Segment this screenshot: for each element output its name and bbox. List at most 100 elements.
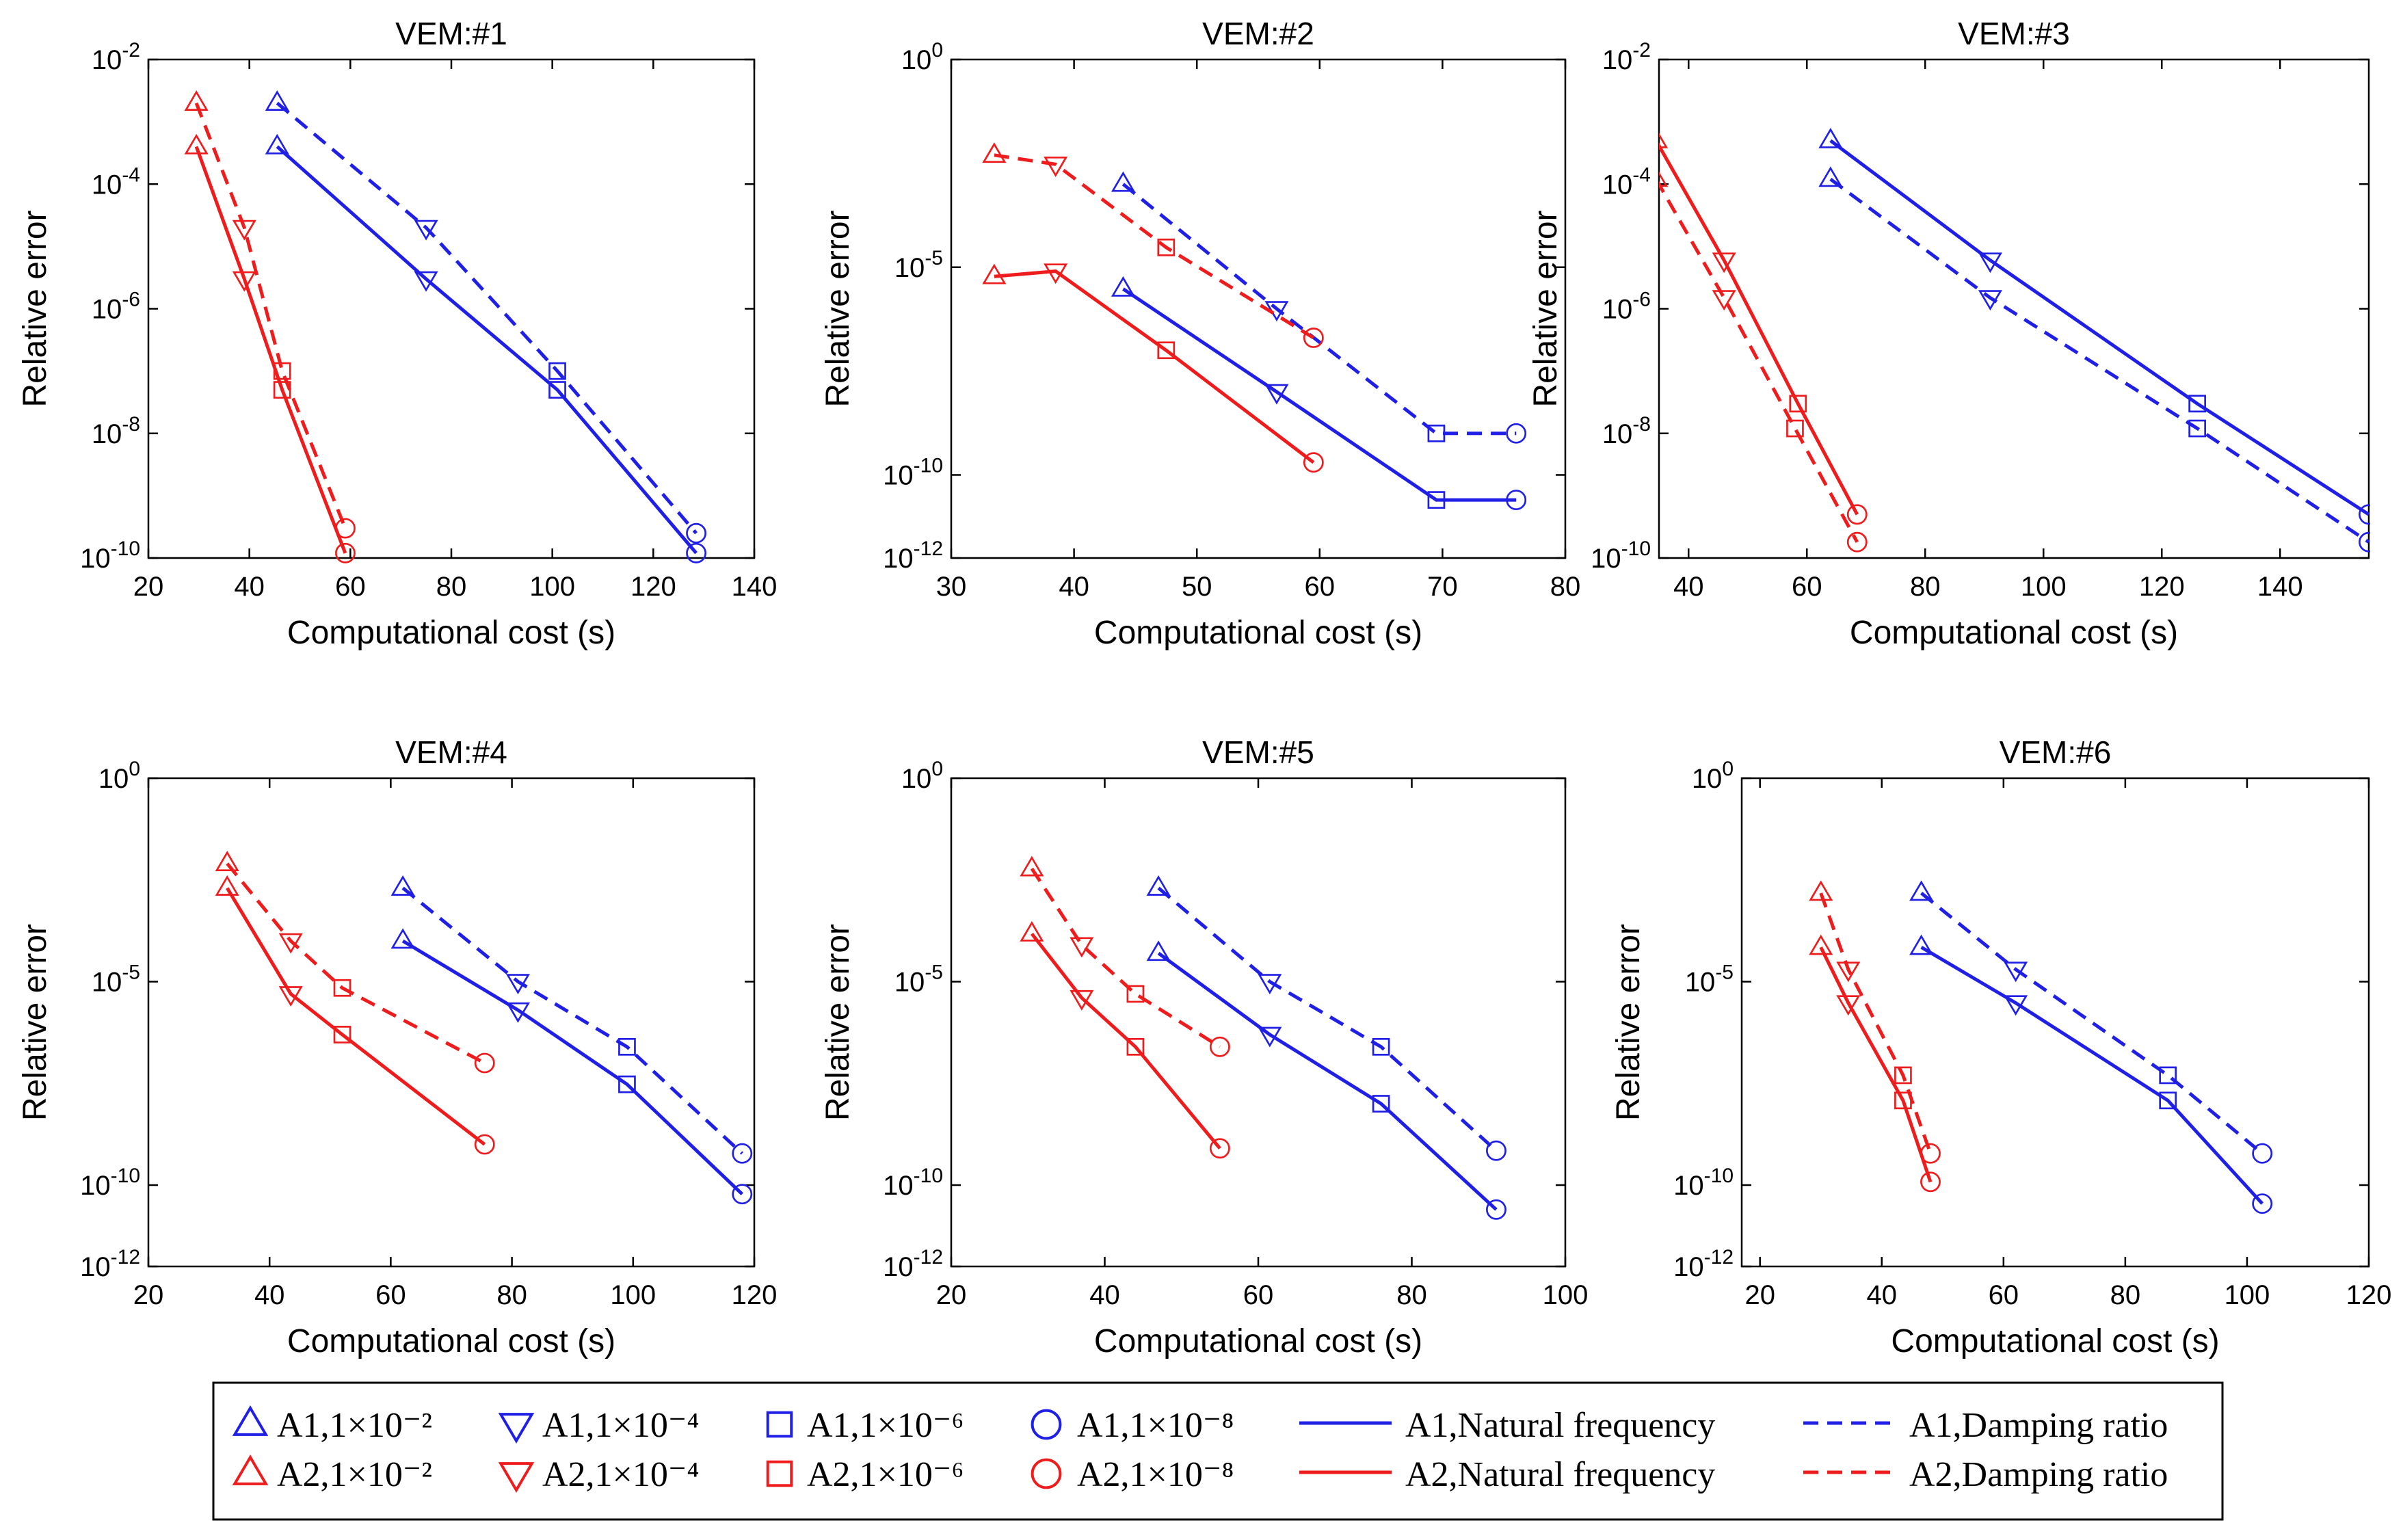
x-tick-label: 60 (1989, 1280, 2019, 1310)
plot-frame (147, 58, 756, 559)
data-point (232, 271, 256, 292)
x-axis-title: Computational cost (s) (287, 615, 615, 651)
plot-frame (950, 58, 1567, 559)
y-tick-label: 10-8 (1602, 413, 1651, 449)
data-point (1809, 934, 1833, 955)
data-point (1111, 276, 1135, 297)
data-point (1070, 937, 1094, 958)
plot-frame (147, 777, 756, 1268)
data-point (548, 362, 566, 380)
series-line (994, 269, 1315, 464)
data-point (1506, 423, 1527, 444)
series-line (401, 886, 743, 1155)
data-point (2252, 1193, 2273, 1214)
y-tick-label: 10-5 (1685, 961, 1734, 998)
data-point (1111, 171, 1135, 192)
data-point (1789, 395, 1807, 413)
panel-5: 20 40 60 80 100 10-12 10-10 10-5 100 VEM:#5 Comput… (820, 734, 1588, 1359)
data-point (390, 875, 415, 896)
plot-area (1809, 880, 2273, 1214)
series-line (1121, 183, 1517, 436)
data-point (215, 851, 239, 872)
data-point (278, 933, 303, 954)
legend-label: A2,1×10⁻⁴ (542, 1455, 699, 1494)
data-point (2004, 995, 2028, 1016)
data-point (232, 220, 256, 241)
data-point (1818, 166, 1843, 187)
x-tick-label: 100 (2225, 1280, 2270, 1310)
series-line (1829, 177, 2370, 544)
x-tick-label: 80 (1550, 572, 1581, 602)
x-tick-label: 20 (133, 1280, 164, 1310)
x-tick-label: 40 (254, 1280, 285, 1310)
data-point (1044, 157, 1068, 177)
legend-label: A1,1×10⁻⁴ (542, 1406, 699, 1445)
data-point (1044, 263, 1068, 284)
legend-label: A1,Damping ratio (1909, 1406, 2168, 1445)
series-line (1920, 892, 2263, 1155)
data-point (732, 1143, 753, 1164)
y-axis-title: Relative error (1610, 924, 1647, 1121)
data-point (1659, 171, 1669, 187)
x-tick-label: 80 (496, 1280, 527, 1310)
data-point (335, 542, 356, 563)
data-point (2188, 395, 2207, 413)
legend-marker (1031, 1409, 1062, 1440)
data-point (1372, 1095, 1390, 1113)
data-point (1978, 252, 2002, 274)
data-point (1126, 985, 1145, 1003)
x-tick-label: 40 (1673, 572, 1704, 602)
data-point (1659, 133, 1669, 148)
legend-marker (498, 1413, 535, 1444)
series-line (401, 939, 744, 1196)
plot-frame (1740, 777, 2370, 1268)
x-tick-label: 40 (234, 572, 265, 602)
x-tick-label: 100 (529, 572, 575, 602)
data-point (1506, 490, 1527, 511)
panel-title: VEM:#4 (395, 734, 507, 770)
x-tick-label: 30 (936, 572, 967, 602)
y-tick-label: 10-10 (883, 455, 943, 491)
legend-marker (498, 1462, 535, 1493)
legend-marker (766, 1411, 793, 1438)
data-point (265, 90, 289, 111)
data-point (1809, 880, 1833, 901)
x-tick-label: 80 (2110, 1280, 2141, 1310)
plot-area (215, 851, 753, 1205)
y-tick-label: 10-8 (92, 413, 140, 449)
data-point (1070, 990, 1094, 1011)
data-point (390, 928, 415, 949)
data-point (548, 381, 566, 399)
data-point (1264, 384, 1289, 405)
x-tick-label: 100 (2021, 572, 2067, 602)
data-point (184, 90, 209, 111)
plot-frame (950, 777, 1567, 1268)
x-axis-title: Computational cost (s) (1094, 615, 1422, 651)
plot-frame (1658, 58, 2370, 559)
panel-title: VEM:#5 (1202, 734, 1314, 770)
data-point (1372, 1037, 1390, 1056)
x-tick-label: 70 (1427, 572, 1458, 602)
series-line (1819, 892, 1933, 1154)
data-point (1978, 290, 2002, 311)
y-tick-label: 10-5 (92, 961, 140, 998)
series-line (1157, 886, 1498, 1152)
panel-title: VEM:#6 (2000, 734, 2112, 770)
plot-area (1659, 127, 2370, 553)
data-point (1427, 491, 1446, 509)
legend-label: A1,1×10⁻⁶ (807, 1406, 964, 1445)
legend-marker (232, 1405, 269, 1436)
data-point (1157, 238, 1176, 256)
x-tick-label: 140 (2257, 572, 2303, 602)
data-point (265, 133, 289, 155)
data-point (618, 1037, 636, 1056)
data-point (1157, 341, 1176, 360)
x-tick-label: 140 (732, 572, 778, 602)
legend-label: A2,1×10⁻⁸ (1077, 1455, 1234, 1494)
x-tick-label: 120 (2346, 1280, 2392, 1310)
data-point (1909, 934, 1934, 955)
data-point (278, 986, 303, 1007)
x-tick-label: 120 (732, 1280, 778, 1310)
y-axis-title: Relative error (820, 210, 856, 407)
x-tick-label: 40 (1059, 572, 1089, 602)
